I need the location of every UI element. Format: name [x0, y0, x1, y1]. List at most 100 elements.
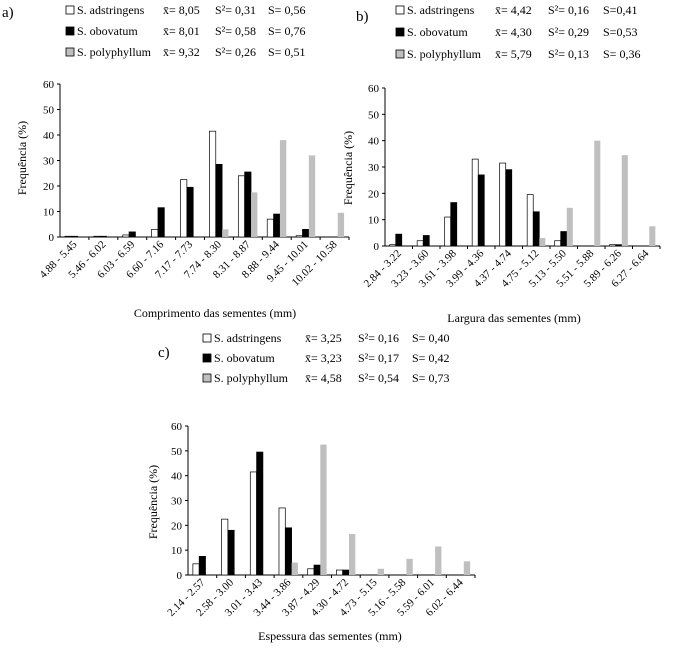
- bar: [222, 229, 229, 237]
- legend-stat-sd: S= 0,42: [412, 351, 449, 365]
- bar: [215, 163, 223, 238]
- bar: [122, 234, 130, 238]
- legend-entry: S. obovatum: [214, 351, 275, 365]
- legend-stat-mean: x̄= 8,05: [163, 3, 200, 17]
- bar: [560, 231, 568, 247]
- bar: [180, 179, 188, 238]
- legend-stat-var: S²= 0,26: [215, 45, 256, 59]
- y-tick-label: 0: [374, 241, 380, 253]
- bar: [192, 563, 200, 576]
- legend-entry: S. adstringens: [407, 3, 475, 17]
- legend-stat-mean: x̄= 4,30: [495, 25, 532, 39]
- legend-stat-sd: S= 0,51: [268, 45, 305, 59]
- legend-stat-var: S²= 0,54: [358, 371, 399, 385]
- bar: [93, 235, 101, 238]
- bar: [416, 240, 424, 247]
- legend-stat-var: S²= 0,13: [548, 47, 589, 61]
- bar: [295, 235, 303, 238]
- legend-entry: S. polyphyllum: [77, 45, 152, 59]
- bar: [422, 235, 430, 247]
- bar: [477, 174, 485, 247]
- bar: [227, 529, 235, 576]
- bar: [221, 518, 229, 576]
- y-tick-label: 20: [368, 188, 380, 200]
- chart-panel-2: b) S. adstringens x̄= 4,42 S²= 0,16 S=0,41 S.…: [341, 3, 661, 325]
- bar: [151, 229, 159, 238]
- x-axis-title: Comprimento das sementes (mm): [134, 306, 296, 320]
- legend-swatch: [395, 49, 405, 59]
- y-tick-label: 50: [368, 109, 380, 121]
- bar: [237, 175, 246, 238]
- y-tick-label: 40: [368, 136, 380, 148]
- legend-stat-sd: S= 0,56: [268, 3, 305, 17]
- y-tick-label: 20: [43, 181, 55, 193]
- bar: [539, 238, 546, 246]
- legend-entry: S. polyphyllum: [214, 371, 289, 385]
- y-tick-label: 30: [171, 496, 183, 508]
- bar: [505, 169, 513, 247]
- bar: [251, 192, 258, 237]
- y-tick-label: 60: [368, 83, 380, 95]
- bar: [450, 202, 458, 247]
- bar: [284, 527, 292, 576]
- bar: [554, 240, 562, 247]
- panel-letter: c): [158, 345, 170, 361]
- bar: [406, 558, 413, 575]
- bar: [349, 534, 356, 575]
- legend-stat-mean: x̄= 3,23: [305, 351, 342, 365]
- y-tick-label: 10: [43, 207, 55, 219]
- bar: [377, 568, 385, 575]
- bar: [128, 231, 136, 238]
- bar: [337, 212, 345, 237]
- bar: [609, 244, 617, 247]
- bar: [435, 546, 442, 575]
- y-tick-label: 50: [43, 105, 55, 117]
- bar: [273, 213, 281, 238]
- bar: [615, 244, 623, 247]
- y-tick-label: 40: [171, 471, 183, 483]
- legend-stat-mean: x̄= 3,25: [305, 331, 342, 345]
- bar: [649, 226, 656, 246]
- legend-swatch: [65, 26, 75, 36]
- bar: [395, 233, 403, 247]
- bar: [444, 216, 452, 247]
- bar: [342, 569, 350, 576]
- bar: [302, 229, 310, 238]
- bar: [256, 451, 264, 576]
- legend-stat-sd: S= 0,73: [412, 371, 449, 385]
- chart-panel-1: a) S. adstringens x̄= 8,05 S²= 0,31 S= 0,56 S…: [2, 3, 350, 320]
- bar: [244, 171, 252, 238]
- legend-stat-mean: x̄= 8,01: [163, 24, 200, 38]
- legend-stat-sd: S= 0,40: [412, 331, 449, 345]
- legend-entry: S. polyphyllum: [407, 47, 482, 61]
- legend-entry: S. obovatum: [407, 25, 468, 39]
- legend-stat-var: S²= 0,16: [548, 3, 589, 17]
- legend-stat-sd: S=0,53: [603, 25, 637, 39]
- chart-panel-3: c) S. adstringens x̄= 3,25 S²= 0,16 S= 0,40 S…: [146, 331, 476, 643]
- bar: [471, 158, 479, 247]
- bar: [249, 471, 257, 576]
- bar: [320, 444, 327, 575]
- bar: [308, 155, 316, 237]
- legend-swatch: [202, 333, 212, 343]
- y-tick-label: 30: [368, 162, 380, 174]
- y-tick-label: 60: [43, 79, 55, 91]
- panel-letter: b): [356, 9, 369, 25]
- legend-stat-mean: x̄= 4,42: [495, 3, 532, 17]
- legend-stat-var: S²= 0,16: [358, 331, 399, 345]
- bar: [198, 556, 206, 576]
- legend-stat-var: S²= 0,58: [215, 24, 256, 38]
- bar: [157, 207, 165, 238]
- legend-stat-mean: x̄= 5,79: [495, 47, 532, 61]
- y-tick-label: 10: [368, 215, 380, 227]
- legend-entry: S. adstringens: [77, 3, 145, 17]
- bar: [499, 162, 507, 247]
- y-tick-label: 0: [177, 570, 183, 582]
- x-axis-title: Largura das sementes (mm): [447, 311, 580, 325]
- y-tick-label: 60: [171, 421, 183, 433]
- legend-entry: S. adstringens: [214, 331, 282, 345]
- y-tick-label: 50: [171, 446, 183, 458]
- legend-stat-mean: x̄= 4,58: [305, 371, 342, 385]
- legend-stat-var: S²= 0,29: [548, 25, 589, 39]
- y-tick-label: 40: [43, 130, 55, 142]
